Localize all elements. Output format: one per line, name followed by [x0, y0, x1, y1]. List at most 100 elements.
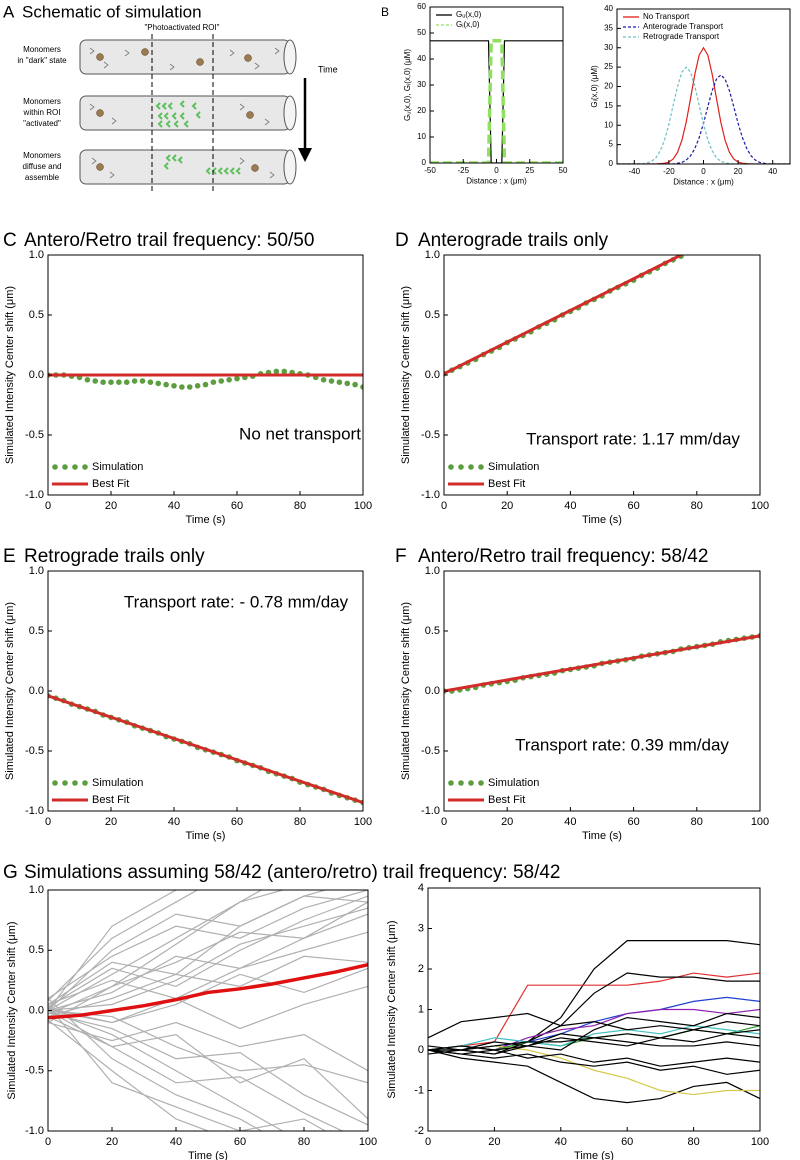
series-line [48, 1015, 368, 1120]
y-tick-label: 1.0 [29, 249, 44, 261]
y-tick-label: 2 [418, 963, 424, 975]
legend-marker [468, 780, 474, 786]
data-point [352, 381, 358, 388]
axes-frame [429, 6, 564, 164]
schematic: A Schematic of simulation "Photoactivate… [3, 2, 338, 192]
y-axis-label: Simulated Intensity Center shift (μm) [386, 920, 398, 1098]
data-point [328, 378, 335, 384]
x-tick-label: 40 [564, 816, 576, 828]
y-tick-label: 0 [422, 158, 427, 167]
series-line [48, 1005, 327, 1131]
series-line [48, 895, 368, 1011]
y-tick-label: 20 [604, 82, 613, 91]
series-line [444, 255, 682, 376]
monomer [141, 48, 149, 56]
x-tick-label: 0 [45, 816, 51, 828]
x-tick-label: 100 [751, 1136, 769, 1148]
data-point [226, 377, 232, 383]
panel-title: Antero/Retro trail frequency: 50/50 [24, 230, 314, 251]
legend-label: Best Fit [92, 478, 129, 490]
x-tick-label: 0 [701, 167, 706, 176]
annotation: Transport rate: 0.39 mm/day [515, 735, 729, 754]
y-tick-label: 50 [417, 28, 426, 37]
data-point [320, 377, 327, 383]
series-line [48, 890, 285, 1024]
series-line [48, 1021, 368, 1072]
series-line [617, 66, 790, 164]
monomer [246, 111, 254, 119]
data-point [84, 377, 91, 383]
x-tick-label: 20 [734, 167, 743, 176]
y-tick-label: 4 [418, 882, 424, 894]
legend-marker [62, 780, 68, 786]
panel-title: Retrograde trails only [24, 546, 205, 567]
series-line [48, 931, 368, 1006]
y-tick-label: 0.0 [29, 685, 44, 697]
data-point [116, 379, 122, 386]
y-tick-label: -1.0 [421, 489, 440, 501]
x-tick-label: 0 [425, 1136, 431, 1148]
series-line [428, 1012, 760, 1039]
data-point [234, 375, 240, 382]
x-axis-label: Time (s) [574, 1150, 614, 1160]
legend-label: Simulation [92, 461, 143, 473]
panel-title: Antero/Retro trail frequency: 58/42 [418, 546, 708, 567]
x-tick-label: 20 [488, 1136, 500, 1148]
x-tick-label: 0 [494, 166, 499, 175]
time-arrow-head [298, 148, 312, 162]
series-line [428, 1049, 760, 1067]
x-tick-label: 20 [501, 500, 513, 512]
x-axis-label: Time (s) [582, 830, 622, 842]
y-axis-label: Simulated Intensity Center shift (μm) [400, 286, 412, 464]
y-axis-label: Simulated Intensity Center shift (μm) [4, 602, 16, 780]
data-point [147, 379, 154, 386]
x-tick-label: 100 [751, 500, 769, 512]
y-tick-label: 0.0 [425, 685, 440, 697]
panel-title: Simulations assuming 58/42 (antero/retro… [24, 862, 561, 883]
legend-marker [478, 780, 484, 786]
data-point [131, 378, 138, 384]
x-axis-label: Time (s) [188, 1150, 228, 1160]
x-tick-label: -50 [424, 166, 436, 175]
y-tick-label: 35 [604, 23, 613, 32]
x-tick-label: 20 [106, 1136, 118, 1148]
monomer [244, 54, 252, 62]
plot-area [48, 890, 368, 1131]
y-tick-label: 0.5 [425, 309, 440, 321]
data-point [186, 384, 193, 390]
annotation: Transport rate: - 0.78 mm/day [124, 592, 349, 611]
legend-label: Best Fit [488, 794, 525, 806]
x-tick-label: 80 [691, 500, 703, 512]
data-point [273, 368, 280, 375]
x-tick-label: 80 [687, 1136, 699, 1148]
row-label: in "dark" state [17, 56, 67, 65]
legend-marker [458, 780, 464, 786]
monomer [196, 58, 204, 66]
axes-frame [443, 254, 761, 496]
y-tick-label: 30 [604, 43, 613, 52]
y-tick-label: -0.5 [25, 1065, 44, 1077]
plot-area [48, 368, 363, 390]
series-line [48, 998, 263, 1131]
y-tick-label: -1.0 [25, 1125, 44, 1137]
y-axis-label: Gᵢ(x,0) (μM) [590, 65, 599, 108]
series-line [48, 1009, 368, 1084]
data-point [100, 379, 106, 386]
data-point [218, 378, 225, 384]
data-point [155, 380, 162, 387]
y-tick-label: 15 [604, 101, 613, 110]
legend-marker [62, 464, 68, 470]
y-tick-label: 0.5 [29, 625, 44, 637]
series-line [48, 895, 368, 1008]
row-label: assemble [25, 173, 60, 182]
y-tick-label: 0 [609, 159, 614, 168]
series-line [428, 972, 760, 1051]
monomer [96, 53, 104, 61]
x-tick-label: 20 [501, 816, 513, 828]
legend-marker [448, 780, 454, 786]
y-tick-label: 1.0 [425, 565, 440, 577]
legend-label: Simulation [488, 777, 539, 789]
panel-title: Schematic of simulation [22, 2, 202, 21]
data-point [163, 381, 169, 388]
